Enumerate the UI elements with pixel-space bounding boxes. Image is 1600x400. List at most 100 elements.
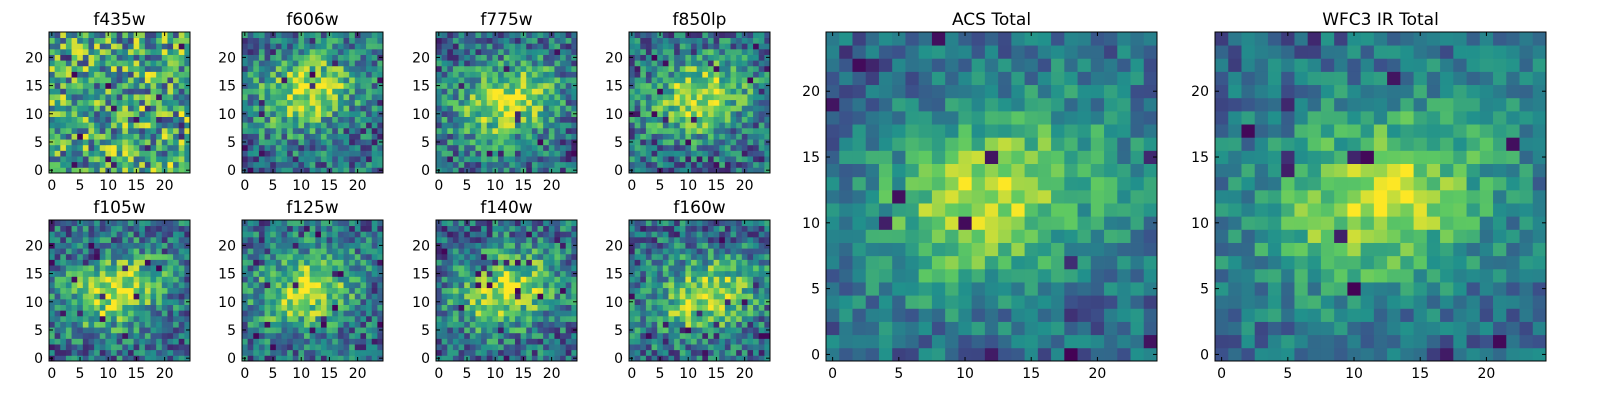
heatmap-cell <box>105 37 112 44</box>
heatmap-cell <box>253 253 260 260</box>
heatmap-cell <box>315 133 322 140</box>
heatmap-cell <box>167 332 174 339</box>
heatmap-cell <box>122 65 129 72</box>
heatmap-cell <box>503 355 510 362</box>
heatmap-cell <box>298 293 305 300</box>
heatmap-cell <box>764 344 771 351</box>
heatmap-cell <box>640 43 647 50</box>
heatmap-cell <box>82 139 89 146</box>
heatmap-cell <box>514 344 521 351</box>
heatmap-cell <box>309 37 316 44</box>
heatmap-cell <box>366 304 373 311</box>
heatmap-cell <box>565 344 572 351</box>
heatmap-cell <box>242 276 249 283</box>
heatmap-cell <box>560 282 567 289</box>
heatmap-cell <box>537 332 544 339</box>
heatmap-cell <box>560 48 567 55</box>
heatmap-cell <box>464 122 471 129</box>
heatmap-cell <box>309 110 316 117</box>
heatmap-cell <box>537 248 544 255</box>
heatmap-cell <box>258 48 265 55</box>
heatmap-cell <box>741 338 748 345</box>
heatmap-cell <box>247 161 254 168</box>
heatmap-cell <box>492 156 499 163</box>
heatmap-cell <box>707 282 714 289</box>
heatmap-cell <box>304 43 311 50</box>
heatmap-cell <box>377 236 384 243</box>
heatmap-cell <box>565 71 572 78</box>
heatmap-cell <box>645 298 652 305</box>
heatmap-cell <box>116 127 123 134</box>
heatmap-cell <box>320 248 327 255</box>
heatmap-cell <box>458 116 465 123</box>
heatmap-cell <box>371 60 378 67</box>
heatmap-cell <box>281 231 288 238</box>
heatmap-cell <box>366 349 373 356</box>
heatmap-cell <box>691 139 698 146</box>
heatmap-cell <box>475 144 482 151</box>
heatmap-cell <box>657 315 664 322</box>
heatmap-cell <box>736 43 743 50</box>
heatmap-cell <box>486 248 493 255</box>
heatmap-cell <box>184 332 191 339</box>
heatmap-cell <box>481 71 488 78</box>
heatmap-cell <box>127 253 134 260</box>
heatmap-cell <box>111 37 118 44</box>
heatmap-cell <box>713 88 720 95</box>
heatmap-cell <box>486 54 493 61</box>
heatmap-cell <box>82 236 89 243</box>
heatmap-cell <box>486 94 493 101</box>
heatmap-cell <box>253 355 260 362</box>
heatmap-cell <box>674 32 681 39</box>
heatmap-cell <box>71 287 78 294</box>
heatmap-cell <box>436 349 443 356</box>
heatmap-cell <box>486 259 493 266</box>
heatmap-cell <box>264 77 271 84</box>
heatmap-cell <box>315 321 322 328</box>
heatmap-cell <box>753 65 760 72</box>
heatmap-cell <box>702 150 709 157</box>
heatmap-cell <box>366 265 373 272</box>
heatmap-cell <box>724 293 731 300</box>
heatmap-cell <box>481 276 488 283</box>
heatmap-cell <box>691 167 698 174</box>
heatmap-cell <box>560 65 567 72</box>
heatmap-cell <box>292 48 299 55</box>
heatmap-cell <box>753 282 760 289</box>
heatmap-cell <box>173 122 180 129</box>
heatmap-cell <box>719 71 726 78</box>
heatmap-cell <box>730 156 737 163</box>
heatmap-cell <box>514 304 521 311</box>
heatmap-cell <box>139 32 146 39</box>
heatmap-cell <box>71 282 78 289</box>
heatmap-cell <box>281 344 288 351</box>
heatmap-cell <box>253 54 260 61</box>
heatmap-cell <box>441 338 448 345</box>
heatmap-cell <box>309 122 316 129</box>
heatmap-cell <box>111 231 118 238</box>
heatmap-cell <box>122 253 129 260</box>
heatmap-cell <box>514 242 521 249</box>
heatmap-cell <box>371 282 378 289</box>
heatmap-cell <box>548 82 555 89</box>
heatmap-cell <box>156 94 163 101</box>
heatmap-cell <box>713 327 720 334</box>
heatmap-cell <box>287 116 294 123</box>
heatmap-cell <box>741 150 748 157</box>
heatmap-cell <box>116 144 123 151</box>
heatmap-cell <box>571 259 578 266</box>
heatmap-cell <box>492 338 499 345</box>
heatmap-cell <box>144 259 151 266</box>
heatmap-cell <box>304 253 311 260</box>
heatmap-cell <box>719 88 726 95</box>
x-tick-label: 10 <box>679 178 697 194</box>
heatmap-cell <box>707 94 714 101</box>
heatmap-cell <box>719 43 726 50</box>
heatmap-cell <box>458 304 465 311</box>
heatmap-cell <box>514 236 521 243</box>
heatmap-cell <box>452 94 459 101</box>
heatmap-cell <box>674 327 681 334</box>
heatmap-cell <box>298 54 305 61</box>
heatmap-cell <box>492 310 499 317</box>
heatmap-cell <box>452 338 459 345</box>
